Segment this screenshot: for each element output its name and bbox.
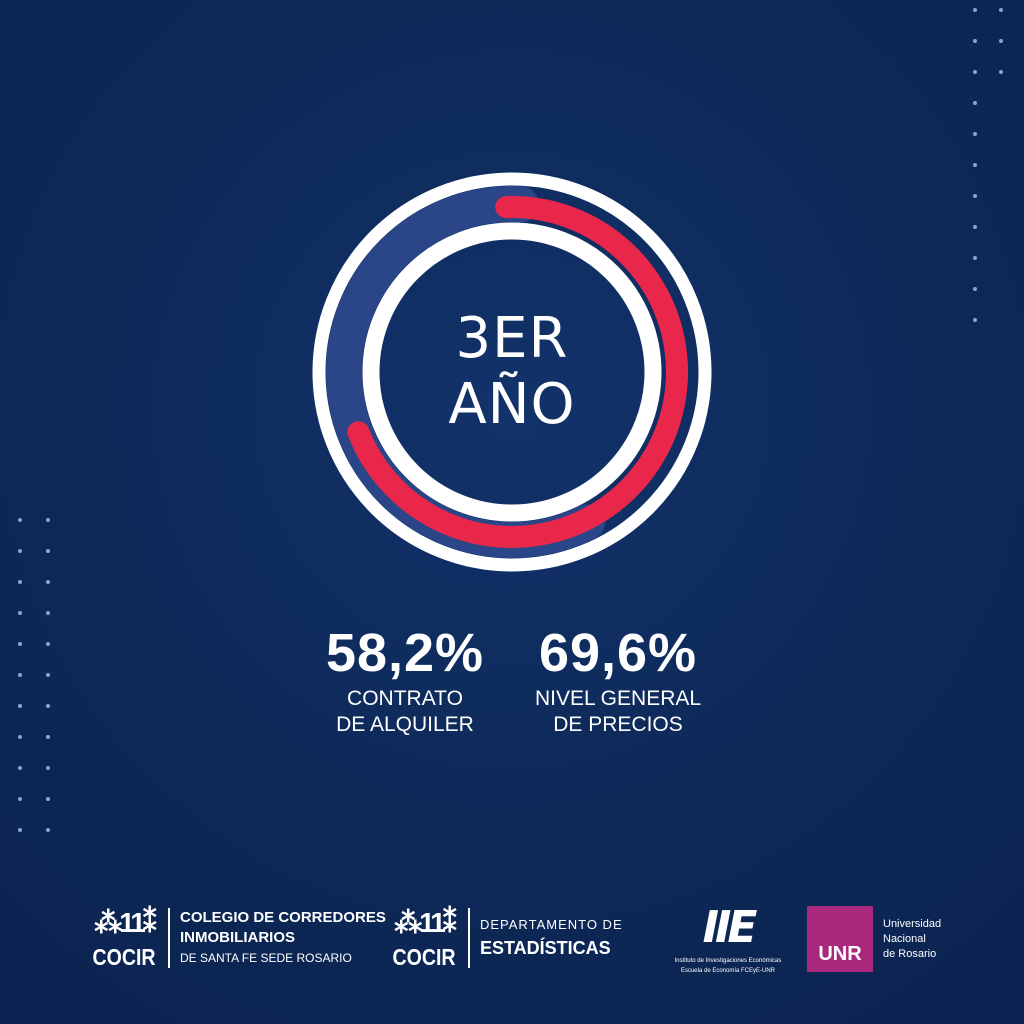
dot	[46, 766, 50, 770]
divider	[168, 908, 170, 968]
dot	[973, 39, 977, 43]
dot	[973, 101, 977, 105]
outer-ring	[312, 172, 712, 572]
dot	[973, 225, 977, 229]
logo-text: DEPARTAMENTO DE	[480, 917, 623, 932]
footer-logos: ⁂11⁑ COCIR COLEGIO DE CORREDORES INMOBIL…	[0, 898, 1024, 988]
cocir-name: COCIR	[392, 944, 456, 970]
stat-contrato-alquiler: 58,2% CONTRATO DE ALQUILER	[312, 620, 498, 738]
dot	[46, 642, 50, 646]
stat-value: 58,2%	[325, 623, 485, 683]
dot	[973, 132, 977, 136]
dot	[46, 518, 50, 522]
center-label-line: 3ER	[455, 306, 569, 371]
center-label: 3ER AÑO	[412, 306, 612, 438]
dot	[973, 194, 977, 198]
logo-text: de Rosario	[883, 947, 937, 960]
dot	[18, 766, 22, 770]
dot	[999, 39, 1003, 43]
dot	[46, 549, 50, 553]
cocir-name: COCIR	[92, 944, 156, 970]
stat-label: NIVEL GENERAL	[534, 687, 702, 710]
logo-text: INMOBILIARIOS	[180, 929, 295, 946]
dot	[18, 549, 22, 553]
unr-mark: UNR	[807, 906, 873, 972]
logo-text: ESTADÍSTICAS	[480, 938, 611, 958]
dot	[973, 287, 977, 291]
logo-text: Nacional	[883, 932, 926, 945]
dot	[999, 70, 1003, 74]
dot	[973, 8, 977, 12]
center-label-line: AÑO	[448, 372, 576, 437]
logo-text: Instituto de Investigaciones Económicas	[674, 958, 782, 964]
dot	[18, 673, 22, 677]
logo-text: COLEGIO DE CORREDORES	[180, 909, 386, 926]
divider	[468, 908, 470, 968]
iie-logo: IIE Instituto de Investigaciones Económi…	[668, 900, 788, 976]
stat-label: DE ALQUILER	[336, 713, 474, 736]
stat-nivel-general-precios: 69,6% NIVEL GENERAL DE PRECIOS	[522, 620, 714, 738]
dot	[18, 642, 22, 646]
dot	[18, 797, 22, 801]
dot	[973, 163, 977, 167]
logo-text: Escuela de Economía FCEyE-UNR	[680, 968, 776, 974]
dot	[999, 8, 1003, 12]
dot	[46, 611, 50, 615]
dot	[973, 318, 977, 322]
cocir-logo: ⁂11⁑ COCIR COLEGIO DE CORREDORES INMOBIL…	[88, 904, 386, 972]
dot	[46, 735, 50, 739]
dot	[18, 518, 22, 522]
stat-label: CONTRATO	[347, 687, 463, 710]
cocir-estadisticas-logo: ⁂11⁑ COCIR DEPARTAMENTO DE ESTADÍSTICAS	[388, 904, 623, 972]
dot	[46, 704, 50, 708]
logo-text: Universidad	[883, 917, 942, 930]
cocir-building-icon: ⁂11⁑	[394, 907, 457, 938]
dot	[973, 256, 977, 260]
dot	[18, 735, 22, 739]
logo-text: DE SANTA FE SEDE ROSARIO	[180, 951, 352, 965]
cocir-building-icon: ⁂11⁑	[94, 907, 157, 938]
dot	[46, 673, 50, 677]
dot	[46, 797, 50, 801]
dot	[18, 611, 22, 615]
stat-label: DE PRECIOS	[553, 713, 683, 736]
dot	[973, 70, 977, 74]
arc-nivel-general-precios	[347, 196, 688, 548]
dot	[46, 828, 50, 832]
unr-logo: UNR Universidad Nacional de Rosario	[807, 906, 941, 972]
inner-ring	[362, 222, 662, 522]
iie-mark: IIE	[702, 902, 758, 953]
dot	[18, 580, 22, 584]
cocir-mark: ⁂11⁑ COCIR	[88, 904, 160, 972]
stat-value: 69,6%	[538, 623, 698, 683]
cocir-mark: ⁂11⁑ COCIR	[388, 904, 460, 972]
dot	[46, 580, 50, 584]
dot	[18, 828, 22, 832]
dot	[18, 704, 22, 708]
